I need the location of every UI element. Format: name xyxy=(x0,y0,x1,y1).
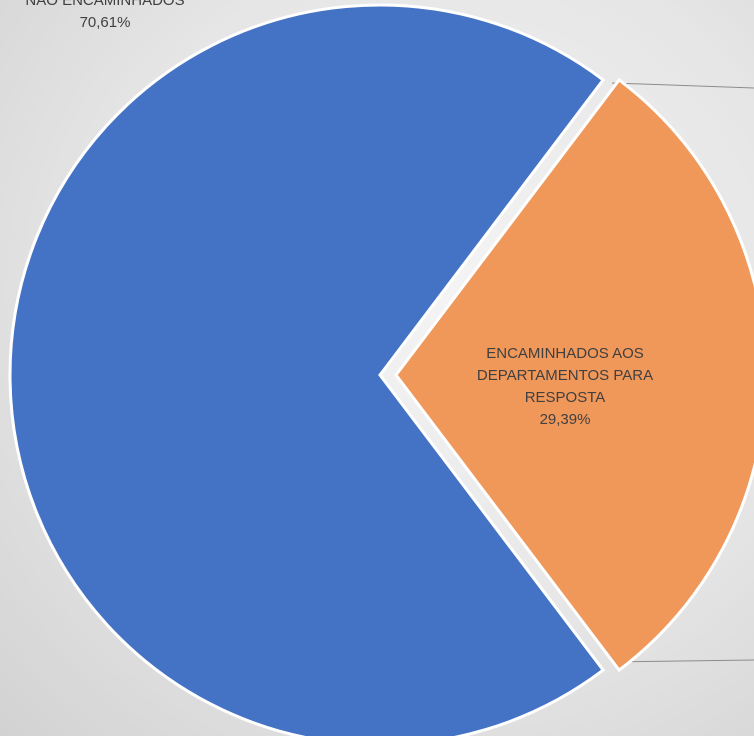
pie-slice xyxy=(394,77,754,673)
pie xyxy=(8,3,754,736)
category-label: NÃO ENCAMINHADOS xyxy=(25,0,185,9)
value-label: 70,61% xyxy=(79,14,131,31)
value-label: 29,39% xyxy=(539,411,591,428)
pie-slice xyxy=(8,3,606,736)
leader-line xyxy=(611,659,754,663)
leader-line xyxy=(611,82,754,89)
slice-label: NÃO ENCAMINHADOS 70,61% xyxy=(0,0,210,34)
slice-label: ENCAMINHADOS AOS DEPARTAMENTOS PARA RESP… xyxy=(470,343,660,431)
category-label: ENCAMINHADOS AOS DEPARTAMENTOS PARA RESP… xyxy=(476,345,654,406)
